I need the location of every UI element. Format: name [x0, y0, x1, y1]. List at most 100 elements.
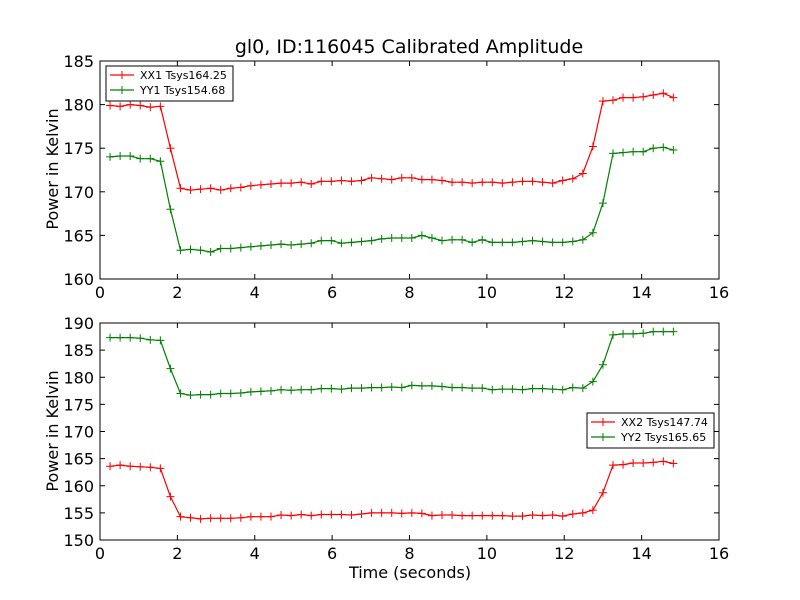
- top-series-1-point: [116, 102, 125, 111]
- top-x-tick-label: 2: [172, 283, 182, 302]
- bottom-series-1-point: [619, 460, 628, 469]
- bottom-series-1-point: [196, 514, 205, 523]
- top-series-1-point: [367, 173, 376, 182]
- top-series-1-point: [236, 183, 245, 192]
- top-series-1-point: [578, 169, 587, 178]
- top-series-2-point: [337, 239, 346, 248]
- bottom-series-2-point: [297, 385, 306, 394]
- bottom-series-2-point: [347, 384, 356, 393]
- bottom-y-tick-label: 190: [63, 314, 94, 333]
- bottom-y-tick-label: 160: [63, 477, 94, 496]
- top-series-2-point: [608, 149, 617, 158]
- bottom-series-1-point: [116, 461, 125, 470]
- bottom-series-1-point: [186, 513, 195, 522]
- bottom-series-1-point: [598, 488, 607, 497]
- bottom-series-1-point: [327, 510, 336, 519]
- bottom-series-1-point: [427, 511, 436, 520]
- bottom-series-1-point: [528, 511, 537, 520]
- top-series-1-point: [397, 173, 406, 182]
- top-series-1-point: [437, 176, 446, 185]
- top-series-1-point: [478, 178, 487, 187]
- bottom-series-2-point: [437, 382, 446, 391]
- top-legend-marker: [118, 86, 126, 94]
- top-series-2-point: [528, 236, 537, 245]
- top-series-1-point: [468, 179, 477, 188]
- bottom-series-1-point: [649, 458, 658, 467]
- top-series-1-point: [649, 91, 658, 100]
- bottom-series-1-point: [387, 508, 396, 517]
- top-series-1-point: [387, 175, 396, 184]
- bottom-series-1-point: [518, 512, 527, 521]
- top-series-2-point: [287, 240, 296, 249]
- top-series-1-point: [548, 179, 557, 188]
- bottom-series-2-point: [518, 385, 527, 394]
- top-series-2-point: [508, 238, 517, 247]
- top-series-1-point: [126, 100, 135, 109]
- top-x-tick-label: 6: [327, 283, 337, 302]
- bottom-series-1-point: [206, 514, 215, 523]
- top-series-2-point: [186, 245, 195, 254]
- top-series-2-point: [498, 238, 507, 247]
- bottom-series-1-point: [437, 511, 446, 520]
- bottom-series-2-point: [598, 360, 607, 369]
- top-series-2-point: [468, 238, 477, 247]
- top-x-tick-label: 8: [404, 283, 414, 302]
- top-series-1-point: [256, 180, 265, 189]
- bottom-series-1-point: [337, 510, 346, 519]
- top-series-1-point: [327, 177, 336, 186]
- top-y-tick-label: 170: [63, 183, 94, 202]
- top-series-2-point: [568, 237, 577, 246]
- bottom-series-2-point: [337, 385, 346, 394]
- top-y-tick-label: 165: [63, 226, 94, 245]
- top-series-1-point: [498, 179, 507, 188]
- top-series-2-point: [639, 147, 648, 156]
- top-series-2-point: [387, 234, 396, 243]
- top-series-2-point: [277, 240, 286, 249]
- top-x-tick-label: 16: [709, 283, 729, 302]
- bottom-series-1-point: [558, 512, 567, 521]
- bottom-series-1-point: [297, 510, 306, 519]
- top-subplot: Power in Kelvin 0 2 4 6 8 10 12 14 16 160 165 170 17…: [43, 52, 729, 302]
- top-series-1-point: [659, 89, 668, 98]
- top-series-1-point: [166, 144, 175, 153]
- bottom-series-1-point: [256, 512, 265, 521]
- top-series-1-point: [417, 175, 426, 184]
- top-x-tick-label: 12: [554, 283, 574, 302]
- top-y-tick-label: 180: [63, 96, 94, 115]
- bottom-series-1-point: [317, 510, 326, 519]
- top-series-1-point: [136, 101, 145, 110]
- bottom-series-2-point: [216, 389, 225, 398]
- top-series-2-point: [437, 236, 446, 245]
- top-series-2-point: [226, 244, 235, 253]
- top-series-2-point: [156, 157, 165, 166]
- bottom-series-2-point: [206, 390, 215, 399]
- top-series-2-point: [558, 238, 567, 247]
- bottom-series-1-point: [639, 458, 648, 467]
- bottom-legend-label: XX2 Tsys147.74: [621, 416, 708, 429]
- bottom-x-tick-label: 0: [95, 544, 105, 563]
- top-series-1-point: [619, 93, 628, 102]
- top-series-2-point: [266, 240, 275, 249]
- bottom-y-tick-label: 175: [63, 395, 94, 414]
- top-series-2-point: [417, 231, 426, 240]
- bottom-series-1-point: [287, 511, 296, 520]
- bottom-x-tick-label: 12: [554, 544, 574, 563]
- top-series-1-point: [407, 173, 416, 182]
- bottom-series-2-point: [176, 389, 185, 398]
- bottom-series-1-point: [106, 462, 115, 471]
- top-series-1-point: [196, 185, 205, 194]
- bottom-series-2-point: [377, 383, 386, 392]
- top-series-1-point: [528, 177, 537, 186]
- top-series-2-point: [317, 236, 326, 245]
- bottom-series-2-point: [448, 383, 457, 392]
- bottom-series-2-point: [568, 383, 577, 392]
- top-series-2-point: [136, 154, 145, 163]
- top-y-axis-label: Power in Kelvin: [43, 108, 62, 229]
- bottom-x-tick-label: 14: [631, 544, 651, 563]
- bottom-series-2-point: [528, 384, 537, 393]
- top-y-tick-label: 185: [63, 52, 94, 71]
- bottom-series-2-point: [126, 333, 135, 342]
- top-series-1-point: [558, 176, 567, 185]
- bottom-series-1-point: [578, 508, 587, 517]
- bottom-series-1-point: [629, 458, 638, 467]
